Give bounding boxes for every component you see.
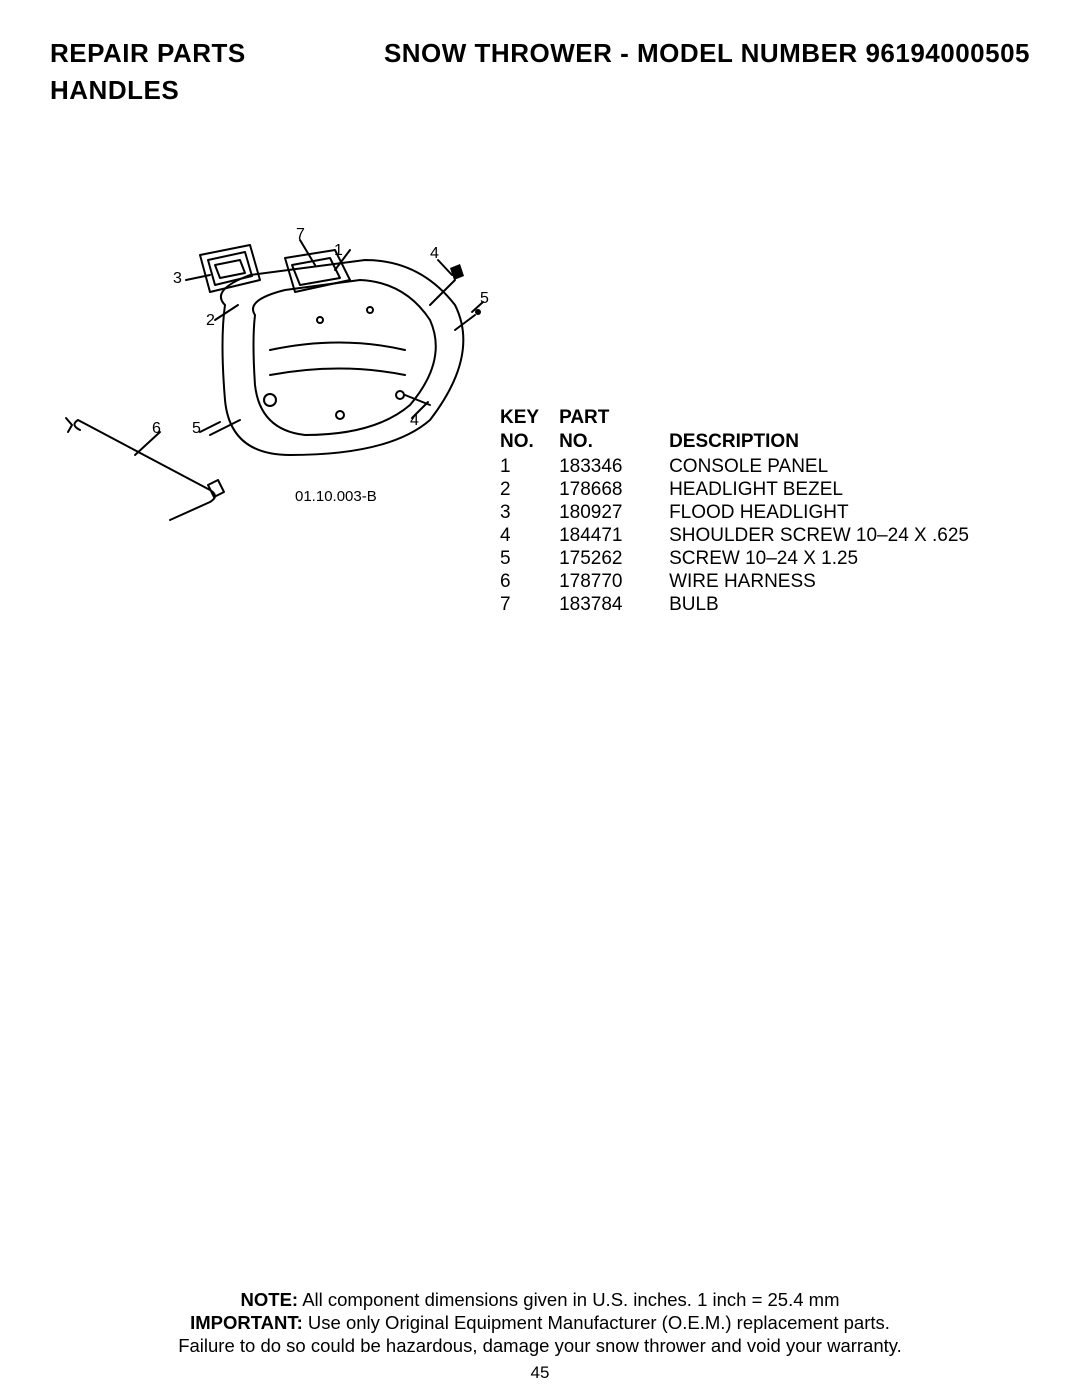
table-row: 1 183346 CONSOLE PANEL	[500, 456, 987, 477]
cell-part: 178668	[559, 479, 667, 500]
cell-desc: BULB	[669, 594, 987, 615]
repair-parts-heading: REPAIR PARTS	[50, 38, 246, 69]
col-desc: DESCRIPTION	[669, 432, 987, 454]
table-row: 2 178668 HEADLIGHT BEZEL	[500, 479, 987, 500]
cell-key: 3	[500, 502, 557, 523]
model-line: SNOW THROWER - MODEL NUMBER 96194000505	[384, 38, 1030, 69]
note-line: NOTE: All component dimensions given in …	[0, 1288, 1080, 1311]
cell-part: 178770	[559, 571, 667, 592]
col-key-l2: NO.	[500, 432, 557, 454]
section-heading: HANDLES	[50, 75, 1030, 106]
diagram-svg	[60, 220, 490, 540]
page-number: 45	[0, 1363, 1080, 1383]
cell-part: 180927	[559, 502, 667, 523]
col-desc-empty	[669, 408, 987, 430]
warranty-line: Failure to do so could be hazardous, dam…	[0, 1334, 1080, 1357]
col-part-l2: NO.	[559, 432, 667, 454]
important-text: Use only Original Equipment Manufacturer…	[303, 1312, 890, 1333]
page-root: REPAIR PARTS SNOW THROWER - MODEL NUMBER…	[0, 0, 1080, 1397]
cell-desc: HEADLIGHT BEZEL	[669, 479, 987, 500]
exploded-diagram: 7 1 3 2 4 5 4 5 6	[60, 220, 490, 540]
note-text: All component dimensions given in U.S. i…	[298, 1289, 839, 1310]
parts-table: KEY PART NO. NO. DESCRIPTION 1 183346 CO…	[498, 406, 989, 617]
cell-key: 1	[500, 456, 557, 477]
table-row: 4 184471 SHOULDER SCREW 10–24 X .625	[500, 525, 987, 546]
callout-5-lower: 5	[192, 420, 201, 438]
callout-1: 1	[334, 242, 343, 260]
cell-desc: CONSOLE PANEL	[669, 456, 987, 477]
callout-2: 2	[206, 312, 215, 330]
callout-7: 7	[296, 226, 305, 244]
header-row: REPAIR PARTS SNOW THROWER - MODEL NUMBER…	[50, 38, 1030, 69]
table-row: 6 178770 WIRE HARNESS	[500, 571, 987, 592]
cell-key: 4	[500, 525, 557, 546]
table-header-row-1: KEY PART	[500, 408, 987, 430]
cell-key: 7	[500, 594, 557, 615]
note-bold: NOTE:	[241, 1289, 299, 1310]
col-key-l1: KEY	[500, 408, 557, 430]
callout-6: 6	[152, 420, 161, 438]
table-row: 7 183784 BULB	[500, 594, 987, 615]
cell-part: 183346	[559, 456, 667, 477]
diagram-code: 01.10.003-B	[295, 488, 377, 505]
col-part-l1: PART	[559, 408, 667, 430]
table-row: 5 175262 SCREW 10–24 X 1.25	[500, 548, 987, 569]
important-line: IMPORTANT: Use only Original Equipment M…	[0, 1311, 1080, 1334]
callout-4-top: 4	[430, 245, 439, 263]
cell-desc: SHOULDER SCREW 10–24 X .625	[669, 525, 987, 546]
cell-part: 175262	[559, 548, 667, 569]
cell-key: 2	[500, 479, 557, 500]
cell-part: 184471	[559, 525, 667, 546]
cell-desc: SCREW 10–24 X 1.25	[669, 548, 987, 569]
callout-5-right: 5	[480, 290, 489, 308]
callout-4-lower: 4	[410, 412, 419, 430]
parts-table-body: 1 183346 CONSOLE PANEL 2 178668 HEADLIGH…	[500, 456, 987, 615]
cell-desc: FLOOD HEADLIGHT	[669, 502, 987, 523]
cell-part: 183784	[559, 594, 667, 615]
model-prefix: SNOW THROWER - MODEL NUMBER	[384, 38, 866, 68]
cell-key: 5	[500, 548, 557, 569]
callout-3: 3	[173, 270, 182, 288]
table-header-row-2: NO. NO. DESCRIPTION	[500, 432, 987, 454]
cell-desc: WIRE HARNESS	[669, 571, 987, 592]
cell-key: 6	[500, 571, 557, 592]
important-bold: IMPORTANT:	[190, 1312, 303, 1333]
table-row: 3 180927 FLOOD HEADLIGHT	[500, 502, 987, 523]
model-number: 96194000505	[865, 38, 1030, 68]
footer-notes: NOTE: All component dimensions given in …	[0, 1288, 1080, 1357]
